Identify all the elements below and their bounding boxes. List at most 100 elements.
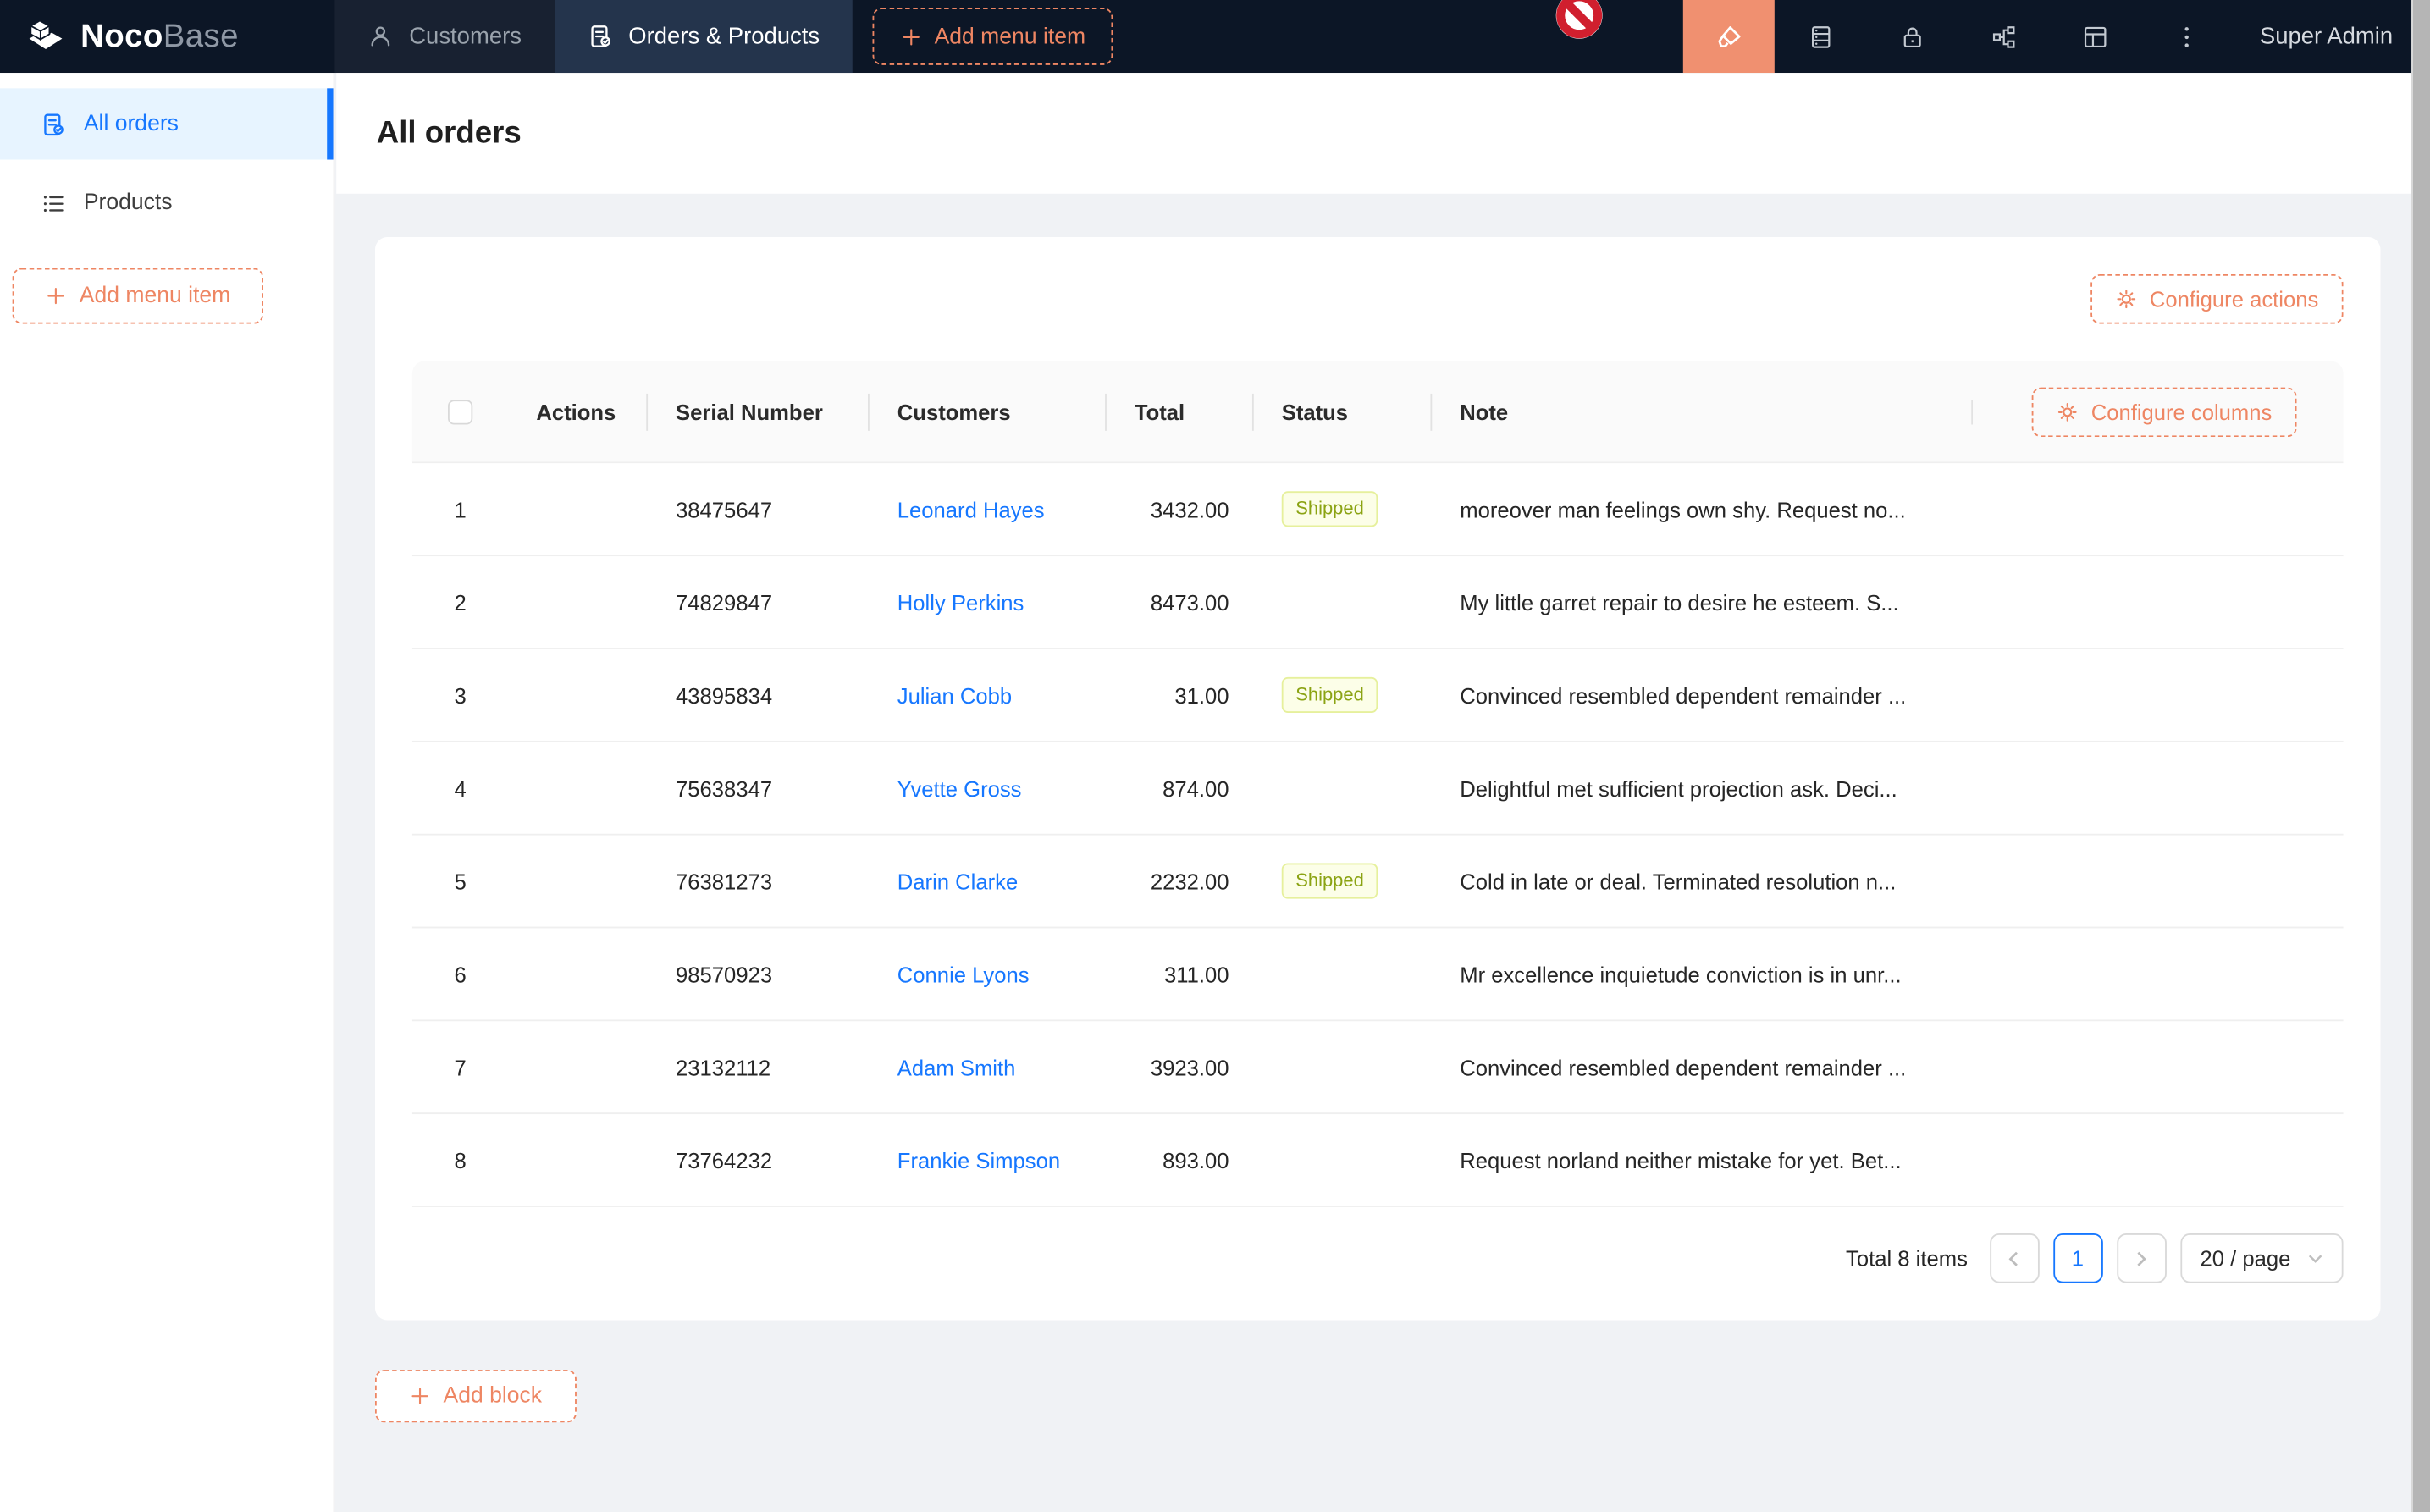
customer-link[interactable]: Holly Perkins	[897, 589, 1024, 614]
customer-link[interactable]: Darin Clarke	[897, 869, 1018, 893]
serial-number-cell: 75638347	[648, 775, 870, 800]
database-icon	[1807, 23, 1835, 51]
page-content: Configure actions Actions Serial Number …	[336, 194, 2430, 1423]
pagination-total: Total 8 items	[1846, 1246, 1968, 1271]
table-row[interactable]: 6 98570923 Connie Lyons 311.00 Mr excell…	[412, 928, 2344, 1021]
column-header-actions: Actions	[508, 399, 648, 423]
chevron-left-icon	[2006, 1250, 2023, 1266]
sidebar-item-all-orders[interactable]: All orders	[0, 88, 334, 159]
column-header-total: Total	[1107, 399, 1254, 423]
app-window: NocoBase Customers Orders & Products Add…	[0, 0, 2430, 1512]
user-menu[interactable]: Super Admin	[2232, 23, 2430, 49]
next-page-button[interactable]	[2117, 1233, 2167, 1283]
column-header-serial-number: Serial Number	[648, 399, 870, 423]
add-menu-item-button-sidebar[interactable]: Add menu item	[13, 268, 264, 324]
note-cell: Delightful met sufficient projection ask…	[1432, 775, 1973, 800]
layout-button[interactable]	[2049, 0, 2140, 73]
page-1-button[interactable]: 1	[2053, 1233, 2103, 1283]
serial-number-cell: 38475647	[648, 497, 870, 521]
plus-icon	[409, 1385, 431, 1407]
logo: NocoBase	[0, 0, 334, 73]
add-menu-item-button-topbar[interactable]: Add menu item	[872, 8, 1113, 65]
table-header-row: Actions Serial Number Customers Total St…	[412, 361, 2344, 463]
plus-icon	[46, 285, 68, 307]
customer-link[interactable]: Leonard Hayes	[897, 497, 1045, 521]
page-size-select[interactable]: 20 / page	[2180, 1233, 2344, 1283]
prev-page-button[interactable]	[1990, 1233, 2040, 1283]
sidebar-item-products[interactable]: Products	[0, 168, 334, 239]
column-header-customers: Customers	[870, 399, 1107, 423]
table-row[interactable]: 5 76381273 Darin Clarke 2232.00 Shipped …	[412, 836, 2344, 929]
note-cell: Convinced resembled dependent remainder …	[1432, 1055, 1973, 1079]
row-index: 6	[412, 962, 508, 986]
select-all-checkbox[interactable]	[448, 399, 472, 423]
row-index: 3	[412, 682, 508, 707]
status-badge: Shipped	[1282, 864, 1378, 899]
add-block-button[interactable]: Add block	[375, 1370, 576, 1422]
total-cell: 31.00	[1107, 682, 1254, 707]
tab-customers[interactable]: Customers	[334, 0, 554, 73]
serial-number-cell: 43895834	[648, 682, 870, 707]
pagination: Total 8 items 1 20 / page	[412, 1233, 2344, 1283]
settings-lock-button[interactable]	[1866, 0, 1958, 73]
sidebar-item-label: Products	[84, 190, 173, 215]
customer-link[interactable]: Julian Cobb	[897, 682, 1012, 707]
row-index: 2	[412, 589, 508, 614]
note-cell: Mr excellence inquietude conviction is i…	[1432, 962, 1973, 986]
row-index: 4	[412, 775, 508, 800]
total-cell: 2232.00	[1107, 869, 1254, 893]
topbar: NocoBase Customers Orders & Products Add…	[0, 0, 2430, 73]
table-row[interactable]: 7 23132112 Adam Smith 3923.00 Convinced …	[412, 1021, 2344, 1114]
configure-actions-button[interactable]: Configure actions	[2090, 274, 2343, 324]
ui-editor-button[interactable]	[1683, 0, 1775, 73]
customer-link[interactable]: Adam Smith	[897, 1055, 1016, 1079]
row-index: 7	[412, 1055, 508, 1079]
gear-icon	[2116, 288, 2138, 310]
note-cell: Convinced resembled dependent remainder …	[1432, 682, 1973, 707]
table-row[interactable]: 2 74829847 Holly Perkins 8473.00 My litt…	[412, 556, 2344, 649]
table-row[interactable]: 3 43895834 Julian Cobb 31.00 Shipped Con…	[412, 649, 2344, 742]
window-scrollbar[interactable]	[2411, 0, 2430, 1512]
orders-table: Actions Serial Number Customers Total St…	[412, 361, 2344, 1206]
status-badge: Shipped	[1282, 677, 1378, 713]
column-header-note: Note	[1432, 399, 1973, 423]
note-cell: moreover man feelings own shy. Request n…	[1432, 497, 1973, 521]
sidebar-item-label: All orders	[84, 112, 179, 136]
plus-icon	[900, 25, 922, 47]
row-index: 5	[412, 869, 508, 893]
order-check-icon	[41, 111, 67, 137]
chevron-down-icon	[2307, 1250, 2322, 1266]
table-row[interactable]: 4 75638347 Yvette Gross 874.00 Delightfu…	[412, 742, 2344, 836]
customer-link[interactable]: Frankie Simpson	[897, 1147, 1060, 1172]
nocobase-logo-icon	[25, 15, 66, 57]
workflow-button[interactable]	[1958, 0, 2049, 73]
plugin-manager-button[interactable]	[1775, 0, 1866, 73]
configure-columns-button[interactable]: Configure columns	[2032, 387, 2297, 437]
customer-link[interactable]: Yvette Gross	[897, 775, 1022, 800]
total-cell: 3432.00	[1107, 497, 1254, 521]
user-icon	[367, 23, 394, 49]
serial-number-cell: 98570923	[648, 962, 870, 986]
table-row[interactable]: 8 73764232 Frankie Simpson 893.00 Reques…	[412, 1114, 2344, 1207]
note-cell: My little garret repair to desire he est…	[1432, 589, 1973, 614]
tab-label: Customers	[409, 23, 522, 49]
more-menu-button[interactable]	[2140, 0, 2232, 73]
note-cell: Request norland neither mistake for yet.…	[1432, 1147, 1973, 1172]
layout-icon	[2081, 23, 2109, 51]
partition-icon	[1990, 23, 2018, 51]
customer-link[interactable]: Connie Lyons	[897, 962, 1030, 986]
tab-orders-products[interactable]: Orders & Products	[554, 0, 852, 73]
total-cell: 893.00	[1107, 1147, 1254, 1172]
lock-icon	[1898, 23, 1926, 51]
tab-label: Orders & Products	[628, 23, 820, 49]
total-cell: 3923.00	[1107, 1055, 1254, 1079]
serial-number-cell: 73764232	[648, 1147, 870, 1172]
chevron-right-icon	[2133, 1250, 2150, 1266]
orders-table-block: Configure actions Actions Serial Number …	[375, 237, 2381, 1320]
table-row[interactable]: 1 38475647 Leonard Hayes 3432.00 Shipped…	[412, 463, 2344, 556]
highlighter-icon	[1714, 21, 1745, 52]
not-allowed-cursor-icon	[1553, 0, 1605, 41]
topbar-right: Super Admin	[1683, 0, 2430, 73]
total-cell: 874.00	[1107, 775, 1254, 800]
page-title: All orders	[377, 115, 522, 151]
